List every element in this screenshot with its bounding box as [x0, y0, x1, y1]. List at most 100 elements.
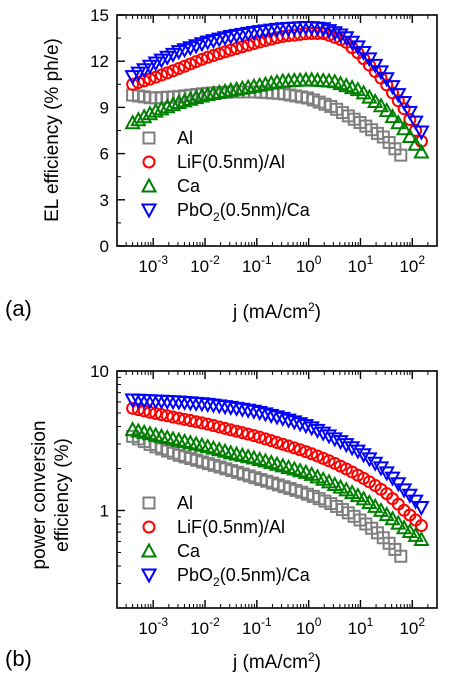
panel-0-data-point [206, 48, 220, 62]
panel-1-data-point [332, 435, 349, 451]
panel-0-data-point [326, 26, 343, 42]
panel-1-data-point [280, 413, 297, 429]
panel-1-data-point [224, 423, 238, 437]
panel-1-data-point [206, 419, 220, 433]
panel-1-x-tick-label: 10-2 [190, 615, 220, 638]
panel-0-legend-label: Ca [177, 176, 201, 196]
panel-1-data-point [315, 426, 332, 442]
panel-1-data-point [310, 449, 324, 463]
panel-0-data-point [195, 52, 209, 66]
panel-1-data-point [355, 490, 372, 506]
panel-1-data-point [264, 434, 278, 448]
panel-1-data-point [183, 414, 197, 428]
panel-b-y-axis-label-line1: power conversion [29, 421, 50, 570]
panel-1-data-point [291, 417, 309, 433]
panel-0-data-point [401, 127, 419, 143]
panel-0-x-tick-label: 101 [348, 253, 374, 276]
panel-1-data-point [394, 549, 408, 563]
panel-1-data-point [241, 427, 255, 441]
panel-a: 10-3 10-2 10-1 100 101 102 0 3 6 9 12 15 Al LiF(0.5nm… [90, 6, 438, 276]
panel-1-data-point [349, 444, 367, 460]
panel-0-data-point [384, 80, 401, 96]
panel-0-series-2 [124, 71, 430, 159]
panel-1-y-tick-label: 1 [100, 501, 109, 520]
panel-0-data-point [355, 84, 372, 100]
panel-0-x-tick-label: 102 [399, 253, 425, 276]
panel-0-data-point [183, 57, 197, 71]
panel-0-data-point [164, 96, 182, 112]
panel-1-data-point [361, 493, 378, 509]
panel-1-data-point [263, 408, 280, 424]
panel-0-data-point [124, 70, 141, 86]
panel-0-data-point [251, 76, 268, 92]
panel-0-legend-label: PbO2(0.5nm)/Ca [177, 200, 311, 224]
panel-0-y-tick-label: 6 [100, 145, 109, 164]
panel-0-data-point [159, 98, 176, 114]
panel-0-data-point [343, 35, 361, 51]
panel-1-data-point [245, 404, 263, 420]
panel-1-legend-label: LiF(0.5nm)/Al [177, 517, 285, 537]
panel-1-data-point [407, 526, 424, 542]
panel-a-x-axis-label: j (mA/cm2) [232, 300, 321, 323]
panel-1-data-point [268, 410, 286, 426]
panel-1-legend-marker [142, 496, 156, 510]
panel-0-data-point [390, 114, 407, 130]
panel-1-x-tick-label: 102 [399, 615, 425, 638]
panel-0-data-point [257, 75, 274, 91]
panel-1-x-tick-label: 10-1 [242, 615, 272, 638]
panel-0-legend-marker [142, 155, 156, 169]
panel-1-legend-label: Al [177, 493, 193, 513]
panel-1-data-point [355, 448, 372, 464]
panel-0-data-point [193, 87, 211, 103]
panel-0-data-point [407, 115, 424, 131]
panel-1-data-point [413, 501, 430, 517]
panel-0-data-point [395, 120, 413, 136]
panel-1-data-point [338, 438, 355, 454]
panel-b-x-axis-label: j (mA/cm2) [232, 650, 321, 673]
panel-1-legend-marker [140, 568, 158, 584]
panel-0-data-point [413, 143, 430, 159]
panel-0-x-tick-label: 10-3 [138, 253, 168, 276]
panel-0-data-point [401, 105, 419, 121]
panel-1-legend-marker [142, 520, 156, 534]
panel-0-data-point [407, 135, 424, 151]
panel-0-legend-label: LiF(0.5nm)/Al [177, 152, 285, 172]
panel-1-legend-label: Ca [177, 541, 201, 561]
panel-0-y-tick-label: 9 [100, 98, 109, 117]
panel-1-data-point [390, 514, 407, 530]
panel-1-data-point [276, 437, 290, 451]
panel-1-data-point [274, 411, 291, 427]
panel-0-data-point [378, 72, 395, 88]
panel-0-data-point [264, 32, 278, 46]
panel-0-data-point [390, 88, 407, 104]
panel-1-legend-marker [140, 542, 158, 558]
panel-1-data-point [270, 435, 284, 449]
panel-1-data-point [287, 441, 301, 455]
panel-1-data-point [384, 510, 401, 526]
panel-0-data-point [135, 63, 153, 79]
panel-b-y-axis-label-line2: efficiency (%) [52, 438, 73, 552]
panel-1-data-point [367, 456, 384, 472]
panel-0-data-point [397, 102, 411, 116]
panel-0-data-point [135, 108, 153, 124]
panel-0-data-point [176, 92, 193, 108]
panel-0-data-point [166, 64, 180, 78]
panel-0-y-tick-label: 15 [90, 6, 109, 25]
panel-0-data-point [189, 55, 203, 69]
panel-1-data-point [297, 419, 315, 435]
panel-0-data-point [124, 114, 141, 130]
panel-0-data-point [384, 108, 401, 124]
panel-1-legend-label: PbO2(0.5nm)/Ca [177, 565, 311, 589]
panel-0-data-point [182, 90, 199, 106]
panel-1-data-point [299, 445, 313, 459]
panel-1-data-point [361, 452, 378, 468]
panel-1-y-tick-label: 10 [90, 362, 109, 381]
panel-0-data-point [263, 74, 280, 90]
panel-1-data-point [282, 439, 296, 453]
panel-0-data-point [130, 66, 147, 82]
panel-0-data-point [153, 100, 170, 116]
panel-0-data-point [245, 77, 263, 93]
panel-0-legend-marker [140, 203, 158, 219]
panel-0-data-point [205, 84, 222, 101]
panel-0-data-point [130, 111, 147, 127]
